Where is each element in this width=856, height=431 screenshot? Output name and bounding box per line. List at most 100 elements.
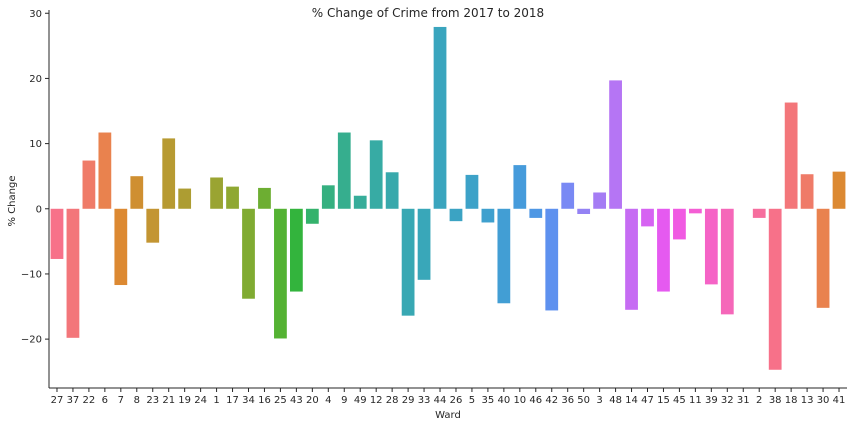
x-tick-label: 39 xyxy=(705,395,718,406)
bar-ward-30 xyxy=(816,208,830,308)
y-tick-label: 30 xyxy=(29,9,42,20)
x-tick-label: 21 xyxy=(162,395,175,406)
bar-ward-32 xyxy=(720,208,734,315)
bar-ward-45 xyxy=(673,208,686,240)
x-tick-label: 8 xyxy=(134,395,140,406)
bar-ward-10 xyxy=(513,165,527,209)
x-tick-label: 28 xyxy=(386,395,399,406)
bar-ward-17 xyxy=(226,186,239,209)
x-tick-label: 50 xyxy=(577,395,590,406)
bar-ward-42 xyxy=(545,208,559,311)
bar-ward-33 xyxy=(417,208,431,280)
x-tick-label: 48 xyxy=(609,395,622,406)
bar-ward-41 xyxy=(832,171,846,209)
bar-ward-37 xyxy=(66,208,80,338)
x-tick-label: 49 xyxy=(354,395,367,406)
y-axis-label: % Change xyxy=(7,176,18,227)
bar-ward-39 xyxy=(704,208,718,285)
bar-ward-29 xyxy=(401,208,415,316)
bar-ward-4 xyxy=(321,185,335,209)
x-tick-label: 24 xyxy=(194,395,207,406)
x-tick-label: 19 xyxy=(178,395,191,406)
x-tick-label: 11 xyxy=(689,395,702,406)
x-tick-label: 29 xyxy=(402,395,415,406)
y-tick-label: 20 xyxy=(29,74,42,85)
bar-ward-50 xyxy=(577,208,591,214)
x-tick-label: 40 xyxy=(497,395,510,406)
bar-ward-3 xyxy=(593,192,607,209)
bar-ward-43 xyxy=(290,208,303,292)
x-tick-label: 45 xyxy=(673,395,686,406)
bar-ward-27 xyxy=(50,208,64,259)
x-tick-label: 35 xyxy=(482,395,495,406)
x-tick-label: 37 xyxy=(67,395,80,406)
x-tick-label: 13 xyxy=(801,395,814,406)
x-tick-label: 5 xyxy=(469,395,475,406)
bar-ward-34 xyxy=(242,208,255,299)
bar-ward-49 xyxy=(353,195,367,209)
bar-ward-48 xyxy=(609,80,622,209)
bar-ward-23 xyxy=(146,208,160,243)
x-tick-label: 10 xyxy=(513,395,526,406)
y-tick-label: 10 xyxy=(29,139,42,150)
x-tick-label: 30 xyxy=(817,395,830,406)
bar-ward-6 xyxy=(98,132,112,209)
bars-group xyxy=(50,26,846,370)
bar-ward-25 xyxy=(274,208,287,339)
x-tick-label: 1 xyxy=(213,395,219,406)
bar-ward-26 xyxy=(449,208,463,222)
bar-ward-7 xyxy=(114,208,128,286)
x-tick-label: 22 xyxy=(83,395,96,406)
bar-ward-11 xyxy=(689,208,702,214)
x-tick-label: 44 xyxy=(434,395,447,406)
x-axis: 27 37 22 6 7 8 23 21 19 24 1 17 34 16 25 43 20 4 9 49 12 28 29… xyxy=(49,387,847,406)
x-tick-label: 20 xyxy=(306,395,319,406)
bar-ward-28 xyxy=(385,172,399,209)
x-tick-label: 34 xyxy=(242,395,255,406)
x-tick-label: 18 xyxy=(785,395,798,406)
x-tick-label: 32 xyxy=(721,395,734,406)
y-tick-label: 0 xyxy=(36,204,42,215)
x-tick-label: 15 xyxy=(657,395,670,406)
bar-ward-9 xyxy=(337,132,351,209)
bar-ward-18 xyxy=(784,102,798,209)
bar-ward-8 xyxy=(130,176,144,209)
bar-ward-21 xyxy=(162,138,176,209)
x-tick-label: 12 xyxy=(370,395,383,406)
bar-ward-13 xyxy=(800,174,814,209)
x-tick-label: 26 xyxy=(450,395,463,406)
bar-ward-20 xyxy=(305,208,319,224)
x-tick-label: 41 xyxy=(833,395,846,406)
x-tick-label: 36 xyxy=(561,395,574,406)
x-axis-label: Ward xyxy=(435,410,461,421)
bar-ward-15 xyxy=(657,208,670,292)
bar-ward-16 xyxy=(258,187,271,209)
x-tick-label: 33 xyxy=(418,395,431,406)
x-tick-label: 7 xyxy=(118,395,124,406)
x-tick-label: 31 xyxy=(737,395,750,406)
x-tick-label: 16 xyxy=(258,395,271,406)
x-tick-label: 47 xyxy=(641,395,654,406)
x-tick-label: 4 xyxy=(325,395,331,406)
y-tick-label: −10 xyxy=(21,269,42,280)
bar-ward-1 xyxy=(210,177,223,209)
y-axis: −20 −10 0 10 20 30 xyxy=(21,9,50,388)
x-tick-label: 14 xyxy=(625,395,638,406)
x-tick-label: 6 xyxy=(102,395,108,406)
x-tick-label: 25 xyxy=(274,395,287,406)
bar-ward-19 xyxy=(178,188,192,209)
x-tick-label: 42 xyxy=(545,395,558,406)
x-tick-label: 17 xyxy=(226,395,239,406)
bar-ward-35 xyxy=(481,208,495,223)
x-tick-label: 43 xyxy=(290,395,303,406)
bar-ward-14 xyxy=(625,208,638,310)
bar-ward-38 xyxy=(768,208,782,370)
bar-ward-2 xyxy=(752,208,766,218)
x-tick-label: 2 xyxy=(756,395,762,406)
y-tick-label: −20 xyxy=(21,335,42,346)
bar-ward-36 xyxy=(561,182,575,209)
x-tick-label: 46 xyxy=(529,395,542,406)
bar-ward-44 xyxy=(433,26,447,209)
